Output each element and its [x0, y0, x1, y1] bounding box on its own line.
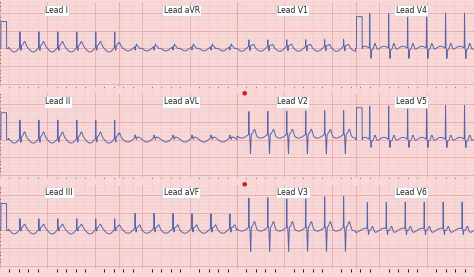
Text: Lead I: Lead I: [45, 6, 68, 15]
Text: Lead V2: Lead V2: [277, 97, 308, 106]
Text: Lead V6: Lead V6: [396, 188, 427, 197]
Text: Lead aVR: Lead aVR: [164, 6, 200, 15]
Text: Lead V4: Lead V4: [396, 6, 427, 15]
Text: ●: ●: [241, 181, 247, 186]
Text: Lead V3: Lead V3: [277, 188, 308, 197]
Text: Lead II: Lead II: [45, 97, 70, 106]
Text: Lead V5: Lead V5: [396, 97, 427, 106]
Text: ●: ●: [241, 91, 247, 96]
Text: Lead V1: Lead V1: [277, 6, 308, 15]
Text: Lead aVF: Lead aVF: [164, 188, 199, 197]
Text: Lead III: Lead III: [45, 188, 73, 197]
Text: Lead aVL: Lead aVL: [164, 97, 199, 106]
